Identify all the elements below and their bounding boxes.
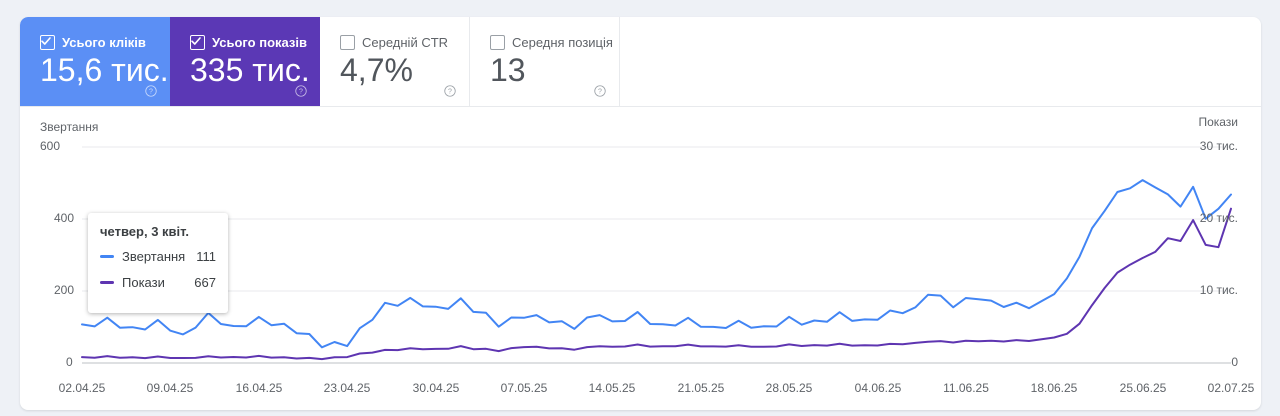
svg-text:?: ? — [448, 89, 452, 96]
svg-text:?: ? — [299, 89, 303, 96]
svg-text:?: ? — [149, 89, 153, 96]
svg-text:?: ? — [598, 89, 602, 96]
